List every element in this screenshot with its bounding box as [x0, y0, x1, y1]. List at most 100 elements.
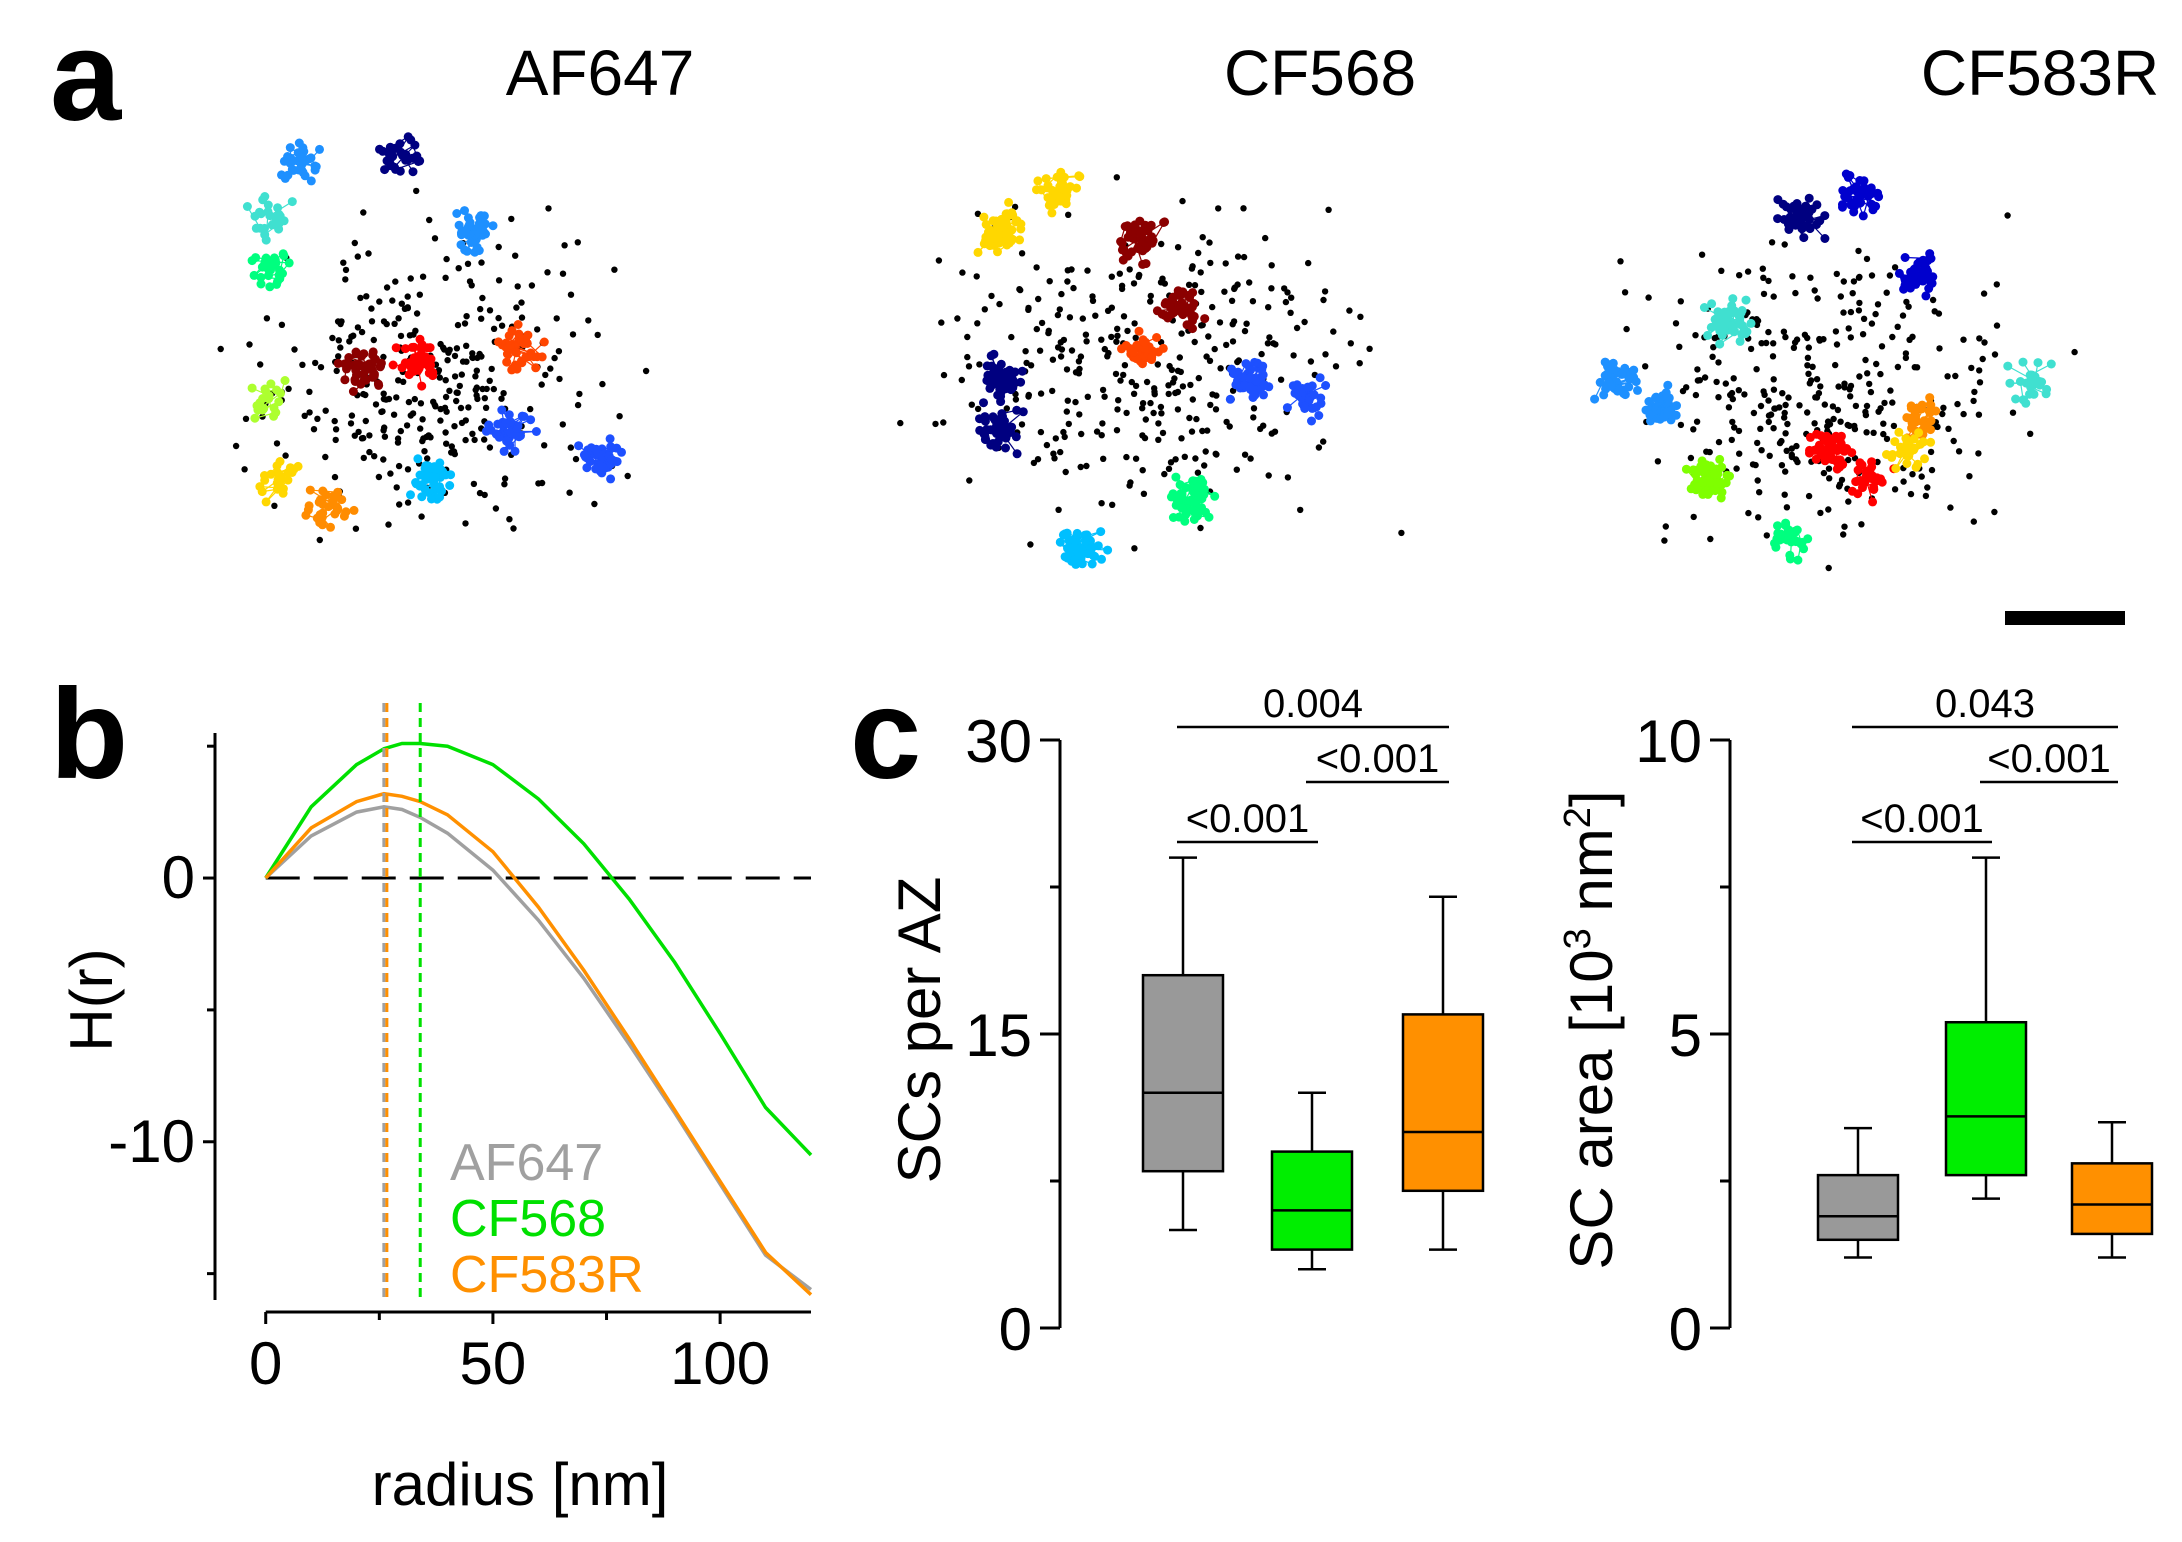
- localization-dot: [940, 419, 947, 426]
- localization-dot: [1049, 387, 1056, 395]
- cluster-dot: [277, 170, 286, 180]
- localization-dot: [1128, 378, 1136, 386]
- localization-dot: [567, 291, 575, 298]
- cluster-dot: [2030, 377, 2040, 387]
- localization-dot: [1223, 341, 1230, 349]
- localization-dot: [1099, 420, 1106, 427]
- cluster: [481, 405, 541, 456]
- panel-b-xlabel: radius [nm]: [372, 1451, 669, 1518]
- localization-dot: [1114, 325, 1121, 332]
- cluster-dot: [389, 162, 399, 172]
- cluster-dot: [1785, 550, 1795, 560]
- cluster-dot: [1715, 326, 1725, 336]
- localization-dot: [1715, 394, 1722, 401]
- localization-dot: [1266, 334, 1273, 341]
- localization-dot: [572, 455, 580, 463]
- localization-dot: [624, 472, 631, 480]
- localization-dot: [1114, 406, 1121, 413]
- localization-dot: [1174, 244, 1182, 251]
- localization-dot: [398, 300, 405, 307]
- cluster-dot: [1057, 173, 1067, 183]
- localization-dot: [1109, 501, 1116, 508]
- cluster-dot: [1188, 313, 1198, 322]
- localization-dot: [1722, 380, 1730, 387]
- localization-dot: [331, 417, 338, 425]
- localization-dot: [1265, 304, 1272, 311]
- localization-dot: [490, 325, 498, 332]
- localization-dot: [340, 259, 347, 266]
- localization-dot: [1118, 285, 1126, 293]
- localization-dot: [1185, 281, 1193, 288]
- localization-dot: [1121, 362, 1129, 369]
- localization-dot: [1057, 339, 1065, 346]
- localization-dot: [1868, 272, 1876, 279]
- legend-cf568: CF568: [450, 1190, 606, 1248]
- localization-dot: [1193, 415, 1200, 423]
- localization-dot: [419, 273, 427, 280]
- localization-dot: [1070, 284, 1077, 292]
- cluster-dot: [1926, 416, 1936, 426]
- cluster-dot: [982, 361, 992, 371]
- box-cf568: [1270, 1091, 1354, 1271]
- cluster-dot: [1006, 385, 1016, 395]
- cluster-dot: [1314, 411, 1324, 420]
- localization-dot: [1131, 545, 1138, 552]
- localization-dot: [1104, 353, 1111, 360]
- cluster-dot: [484, 420, 494, 430]
- localization-dot: [1018, 421, 1026, 428]
- localization-dot: [1066, 314, 1074, 321]
- localization-dot: [446, 346, 453, 353]
- localization-dot: [1139, 467, 1146, 474]
- localization-dot: [1847, 393, 1854, 400]
- localization-dot: [1872, 310, 1879, 318]
- localization-dot: [436, 374, 443, 381]
- localization-dot: [469, 430, 476, 437]
- cluster-dot: [1827, 437, 1837, 447]
- localization-dot: [263, 315, 271, 322]
- localization-dot: [271, 502, 278, 509]
- localization-dot: [1016, 286, 1023, 293]
- cluster-dot: [1909, 264, 1919, 274]
- cluster-dot: [607, 455, 617, 464]
- localization-dot: [1398, 529, 1405, 537]
- localization-dot: [1082, 331, 1090, 338]
- localization-dot: [387, 470, 394, 477]
- panel-c2-ylabel-end: ]: [1558, 790, 1625, 807]
- cluster-dot: [1663, 407, 1673, 417]
- localization-dot: [1782, 430, 1789, 437]
- cluster-dot: [1842, 444, 1852, 453]
- cluster-dot: [1925, 408, 1935, 418]
- cluster-dot: [1911, 462, 1921, 472]
- localization-dot: [935, 257, 943, 264]
- localization-dot: [375, 473, 383, 481]
- box-af647: [1816, 1126, 1900, 1259]
- localization-dot: [1805, 492, 1813, 500]
- localization-dot: [1729, 418, 1736, 426]
- cluster: [1032, 167, 1085, 218]
- localization-dot: [1769, 353, 1777, 360]
- localization-dot: [1968, 364, 1975, 372]
- cluster-dot: [987, 377, 997, 387]
- localization-dot: [455, 265, 462, 272]
- cluster-dot: [1797, 224, 1807, 234]
- cluster-dot: [470, 247, 480, 257]
- localization-dot: [611, 266, 618, 273]
- localization-dot: [1805, 344, 1813, 351]
- cluster-dot: [1590, 394, 1600, 404]
- localization-dot: [1863, 255, 1871, 263]
- localization-dot: [1971, 388, 1978, 396]
- localization-dot: [1889, 399, 1896, 406]
- localization-dot: [1623, 325, 1630, 333]
- cluster-dot: [1912, 403, 1922, 413]
- localization-dot: [1820, 336, 1827, 343]
- localization-dot: [403, 422, 411, 429]
- panel-b-ylabel: H(r): [58, 948, 125, 1051]
- localization-dot: [501, 475, 509, 482]
- localization-dot: [542, 371, 549, 379]
- cluster-dot: [1832, 464, 1842, 474]
- cluster-dot: [352, 349, 361, 359]
- cluster-dot: [591, 444, 601, 454]
- localization-dot: [1779, 390, 1786, 397]
- cluster-dot: [1245, 382, 1255, 392]
- cluster-dot: [475, 213, 485, 223]
